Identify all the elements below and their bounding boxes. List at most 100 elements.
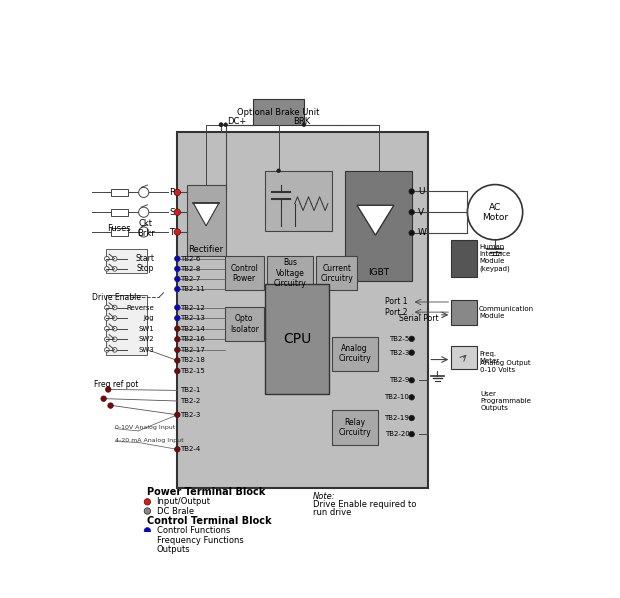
- Text: TB2-4: TB2-4: [180, 446, 200, 452]
- Circle shape: [105, 305, 109, 310]
- Circle shape: [139, 207, 149, 217]
- Circle shape: [175, 368, 180, 374]
- Text: Optional Brake Unit: Optional Brake Unit: [237, 108, 320, 117]
- Circle shape: [409, 395, 414, 400]
- Circle shape: [105, 347, 109, 352]
- Text: TB2-10: TB2-10: [384, 394, 409, 400]
- Text: Freq.
Meter: Freq. Meter: [479, 351, 499, 364]
- Text: TB2-12: TB2-12: [180, 304, 205, 310]
- Bar: [254, 99, 304, 125]
- Text: Port 2: Port 2: [384, 307, 407, 316]
- Text: run drive: run drive: [313, 508, 352, 517]
- Text: Opto
Isolator: Opto Isolator: [230, 314, 259, 334]
- Text: U: U: [418, 187, 425, 196]
- Text: Drive Enable: Drive Enable: [92, 293, 141, 302]
- Circle shape: [144, 508, 151, 514]
- Text: TB2-14: TB2-14: [180, 326, 205, 332]
- Text: T: T: [169, 227, 174, 236]
- Text: TB2-3: TB2-3: [180, 412, 200, 418]
- Circle shape: [174, 209, 180, 215]
- Text: Relay
Circuitry: Relay Circuitry: [339, 418, 371, 437]
- Text: Drive Enable required to: Drive Enable required to: [313, 500, 417, 509]
- Text: Human
Interface
Module
(keypad): Human Interface Module (keypad): [479, 245, 510, 272]
- Text: Control Terminal Block: Control Terminal Block: [148, 516, 272, 526]
- Circle shape: [175, 358, 180, 363]
- Bar: [265, 171, 332, 231]
- Circle shape: [144, 546, 151, 553]
- Circle shape: [302, 123, 306, 127]
- Text: Analog Output
0-10 Volts: Analog Output 0-10 Volts: [480, 360, 531, 373]
- Text: Current
Circuitry: Current Circuitry: [321, 264, 353, 283]
- Text: TB2-7: TB2-7: [180, 276, 200, 282]
- Circle shape: [174, 229, 180, 235]
- Text: Power Terminal Block: Power Terminal Block: [148, 487, 266, 497]
- Circle shape: [409, 431, 414, 437]
- Text: Bus
Voltage
Circuitry: Bus Voltage Circuitry: [274, 258, 306, 288]
- Circle shape: [112, 337, 117, 341]
- Text: TB2-2: TB2-2: [180, 398, 200, 404]
- Text: Motor: Motor: [482, 213, 508, 222]
- Text: R: R: [169, 188, 175, 197]
- Text: Stop: Stop: [137, 264, 154, 273]
- Circle shape: [175, 347, 180, 353]
- Circle shape: [409, 415, 414, 421]
- Circle shape: [139, 187, 149, 197]
- Circle shape: [409, 377, 414, 383]
- Circle shape: [112, 267, 117, 271]
- Text: TB2-16: TB2-16: [180, 336, 205, 342]
- Text: Reverse: Reverse: [126, 304, 154, 310]
- Bar: [177, 132, 428, 489]
- Text: User
Programmable
Outputs: User Programmable Outputs: [480, 391, 531, 411]
- Text: TB2-19: TB2-19: [384, 415, 409, 421]
- Circle shape: [219, 123, 223, 127]
- Circle shape: [112, 347, 117, 352]
- Text: Fuses: Fuses: [107, 224, 131, 233]
- Text: V: V: [418, 208, 424, 216]
- Circle shape: [175, 305, 180, 310]
- Circle shape: [219, 123, 223, 127]
- Text: Analog
Circuitry: Analog Circuitry: [339, 344, 371, 364]
- Text: TB2-15: TB2-15: [180, 368, 205, 374]
- Text: S: S: [169, 208, 175, 216]
- Polygon shape: [193, 203, 219, 226]
- Text: TB2-1: TB2-1: [180, 388, 200, 393]
- Circle shape: [112, 316, 117, 321]
- Bar: [451, 240, 477, 277]
- Bar: [451, 346, 477, 369]
- Text: TB2-17: TB2-17: [180, 347, 205, 353]
- Circle shape: [144, 527, 151, 534]
- Text: Port 1: Port 1: [384, 297, 407, 307]
- Circle shape: [277, 169, 280, 173]
- Text: TB2-13: TB2-13: [180, 315, 205, 321]
- Circle shape: [101, 396, 107, 401]
- Bar: [110, 228, 128, 236]
- Text: Outputs: Outputs: [157, 545, 190, 554]
- Circle shape: [112, 327, 117, 331]
- Circle shape: [175, 315, 180, 321]
- Circle shape: [105, 337, 109, 341]
- Circle shape: [144, 499, 151, 505]
- Text: Note:: Note:: [313, 492, 336, 501]
- Circle shape: [175, 266, 180, 271]
- Circle shape: [175, 337, 180, 342]
- Circle shape: [175, 412, 180, 417]
- Bar: [345, 171, 412, 281]
- Circle shape: [409, 230, 414, 236]
- Text: Start: Start: [135, 254, 154, 263]
- Text: CPU: CPU: [283, 332, 311, 346]
- Text: 4-20 mA Analog Input: 4-20 mA Analog Input: [115, 438, 184, 443]
- Circle shape: [467, 185, 523, 240]
- Polygon shape: [357, 205, 394, 235]
- Bar: [332, 337, 378, 371]
- Text: BRK: BRK: [293, 117, 311, 126]
- Circle shape: [139, 227, 149, 237]
- Text: Freq ref pot: Freq ref pot: [94, 380, 139, 389]
- Circle shape: [108, 403, 113, 408]
- Text: Rectifier: Rectifier: [188, 245, 224, 254]
- Circle shape: [105, 267, 109, 271]
- Bar: [265, 283, 329, 394]
- Text: DC Brale: DC Brale: [157, 507, 193, 515]
- Text: W: W: [418, 228, 427, 237]
- Bar: [106, 249, 148, 273]
- Bar: [267, 256, 313, 291]
